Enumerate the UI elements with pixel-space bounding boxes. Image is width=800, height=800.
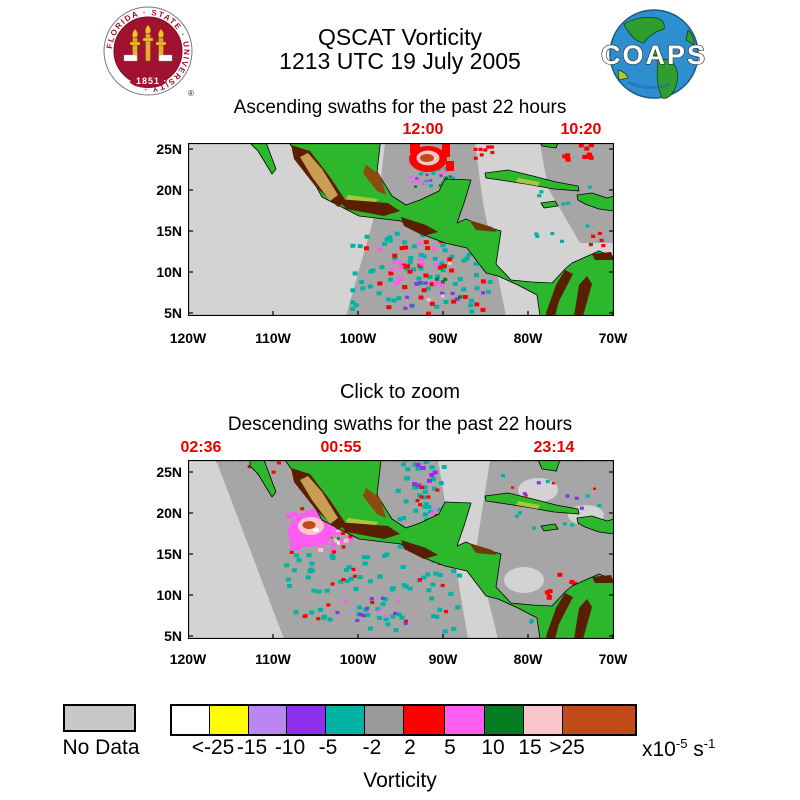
vorticity-colorbar [170,704,637,736]
colorbar-tick-label: 15 [518,736,542,759]
descending-lon-tick-label: 80W [513,651,543,667]
ascending-lat-tick-label: 5N [164,305,182,321]
ascending-lon-tick-label: 70W [598,330,628,346]
descending-lon-tick-label: 70W [598,651,628,667]
descending-lon-tick-label: 90W [428,651,458,667]
descending-lat-tick-label: 10N [156,587,182,603]
no-data-swatch [63,704,136,732]
click-to-zoom-hint[interactable]: Click to zoom [339,381,461,403]
page-title-line2: 1213 UTC 19 July 2005 [279,48,521,74]
descending-time-label: 02:36 [180,439,222,456]
descending-time-label: 00:55 [320,439,362,456]
ascending-lat-tick-label: 15N [156,223,182,239]
colorbar-segment [563,706,635,734]
units-unit: s [693,738,704,761]
ascending-time-label: 10:20 [560,121,602,138]
cyclone-vorticity-feature [409,143,454,172]
colorbar-tick-label: 5 [444,736,456,759]
colorbar-segment [287,706,326,734]
descending-heading: Descending swaths for the past 22 hours [227,414,573,435]
colorbar-segment [445,706,485,734]
fsu-year: · 1851 · [128,76,167,86]
ascending-lat-tick-label: 25N [156,141,182,157]
registered-mark: ® [188,89,194,97]
colorbar-tick-label: 10 [481,736,505,759]
descending-lon-tick-label: 110W [255,651,291,667]
ascending-swath-map[interactable] [188,143,614,316]
coaps-logo: COAPS [600,9,707,99]
globe-continents-icon [617,16,695,99]
colorbar-tick-label: -10 [274,736,306,759]
colorbar-units: x10-5 s-1 [642,736,715,762]
no-data-label: No Data [62,736,140,759]
ascending-time-label: 12:00 [402,121,444,138]
fsu-seal-logo: FLORIDA · STATE · UNIVERSITY · · 1851 · … [103,6,194,97]
colorbar-tick-label: -15 [236,736,268,759]
descending-swath-map[interactable] [188,460,614,639]
ascending-lon-tick-label: 100W [339,330,377,346]
coaps-logo-text: COAPS [601,40,707,70]
descending-lat-tick-label: 5N [164,628,182,644]
descending-lat-tick-label: 15N [156,546,182,562]
units-exponent: -5 [675,736,688,751]
colorbar-tick-label: -5 [318,736,338,759]
colorbar-tick-label: >25 [549,736,585,759]
colorbar-segment [326,706,365,734]
descending-lon-tick-label: 100W [339,651,377,667]
ascending-lon-tick-label: 120W [169,330,207,346]
ascending-heading: Ascending swaths for the past 22 hours [233,97,567,118]
colorbar-tick-label: 2 [404,736,416,759]
colorbar-tick-label: -2 [362,736,382,759]
colorbar-segment [485,706,524,734]
descending-time-label: 23:14 [533,439,575,456]
ascending-lon-tick-label: 90W [428,330,458,346]
descending-lat-tick-label: 20N [156,505,182,521]
descending-lon-tick-label: 120W [169,651,207,667]
units-mantissa: x10 [642,738,676,761]
colorbar-segment [210,706,249,734]
ascending-lon-tick-label: 80W [513,330,543,346]
colorbar-segment [524,706,563,734]
colorbar-axis-label: Vorticity [363,769,437,792]
ascending-lat-tick-label: 10N [156,264,182,280]
colorbar-segment [172,706,210,734]
colorbar-segment [365,706,404,734]
colorbar-segment [404,706,445,734]
units-unit-exponent: -1 [703,736,716,751]
colorbar-segment [249,706,287,734]
colorbar-tick-label: <-25 [191,736,235,759]
ascending-lat-tick-label: 20N [156,182,182,198]
ascending-lon-tick-label: 110W [255,330,291,346]
landmass [249,143,614,316]
descending-lat-tick-label: 25N [156,464,182,480]
fsu-torches-icon [123,24,173,62]
page-title-line1: QSCAT Vorticity [317,24,483,50]
